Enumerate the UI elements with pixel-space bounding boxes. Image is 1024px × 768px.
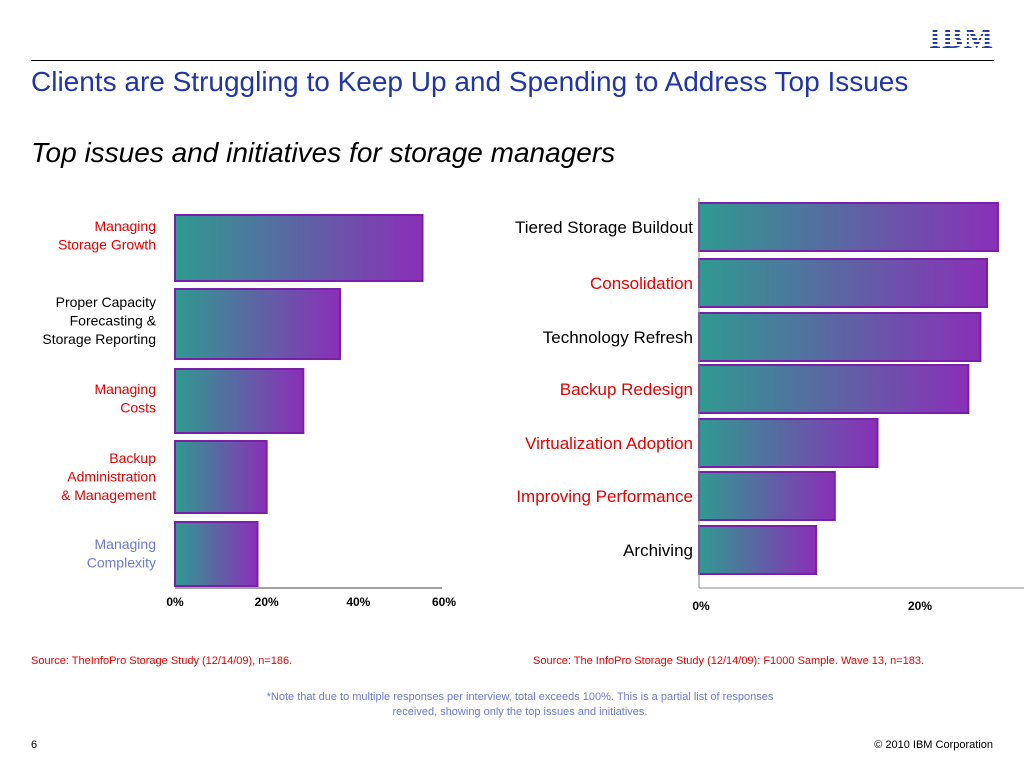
initiative-category-label: Improving Performance bbox=[516, 487, 693, 506]
initiative-bar bbox=[698, 525, 818, 575]
issue-category-label: Managing Storage Growth bbox=[58, 218, 156, 253]
slide-subtitle: Top issues and initiatives for storage m… bbox=[31, 137, 616, 168]
issue-bar bbox=[174, 521, 259, 587]
initiative-bar bbox=[698, 418, 879, 468]
issue-bar bbox=[174, 288, 341, 360]
slide-title: Clients are Struggling to Keep Up and Sp… bbox=[31, 66, 909, 97]
issue-bar bbox=[174, 440, 268, 514]
x-tick-label: 0% bbox=[692, 599, 710, 613]
issue-category-label: Managing Complexity bbox=[87, 536, 156, 571]
top-issues-chart: Managing Storage Growth Proper Capacity For… bbox=[42, 214, 456, 609]
initiative-category-label: Backup Redesign bbox=[560, 380, 693, 399]
initiative-category-label: Archiving bbox=[623, 541, 693, 560]
right-chart-source: Source: The InfoPro Storage Study (12/14… bbox=[533, 655, 925, 667]
issue-category-label: Managing Costs bbox=[95, 381, 157, 416]
ibm-logo: IBM bbox=[929, 20, 994, 55]
x-tick-label: 0% bbox=[166, 595, 184, 609]
x-tick-label: 20% bbox=[255, 595, 279, 609]
issue-category-label: Proper Capacity Forecasting & Storage Repo… bbox=[42, 294, 156, 347]
issue-category-label: Backup Administration & Management bbox=[61, 450, 156, 503]
initiative-bar bbox=[698, 364, 970, 414]
initiative-bar bbox=[698, 312, 982, 362]
x-tick-label: 20% bbox=[908, 599, 932, 613]
top-initiatives-chart: Tiered Storage Buildout Consolidation Tech… bbox=[515, 198, 1024, 613]
issue-bar bbox=[174, 368, 305, 434]
left-chart-source: Source: TheInfoPro Storage Study (12/14/… bbox=[31, 655, 293, 667]
initiative-category-label: Tiered Storage Buildout bbox=[515, 218, 693, 237]
footnote: *Note that due to multiple responses per… bbox=[266, 691, 774, 718]
page-number: 6 bbox=[31, 739, 38, 751]
x-tick-label: 60% bbox=[432, 595, 456, 609]
initiative-bar bbox=[698, 471, 836, 521]
initiative-bar bbox=[698, 202, 999, 252]
issue-bar bbox=[174, 214, 424, 282]
header-divider bbox=[31, 60, 994, 61]
initiative-category-label: Virtualization Adoption bbox=[525, 434, 693, 453]
copyright: © 2010 IBM Corporation bbox=[874, 739, 993, 751]
x-tick-label: 40% bbox=[346, 595, 370, 609]
initiative-category-label: Technology Refresh bbox=[543, 328, 693, 347]
initiative-category-label: Consolidation bbox=[590, 274, 693, 293]
initiative-bar bbox=[698, 258, 988, 308]
